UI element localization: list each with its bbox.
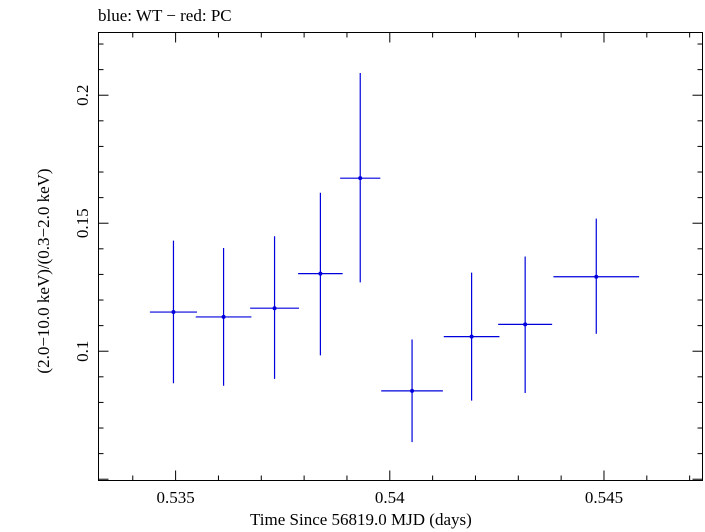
y-tick-label: 0.15	[73, 208, 92, 238]
x-tick-label: 0.545	[585, 488, 623, 507]
data-marker	[594, 274, 599, 279]
data-marker	[221, 314, 226, 319]
data-point	[553, 218, 640, 334]
chart-title: blue: WT − red: PC	[98, 6, 232, 25]
data-marker	[410, 388, 415, 393]
data-marker	[469, 334, 474, 339]
data-marker	[318, 271, 323, 276]
data-point	[498, 256, 553, 393]
data-point	[149, 240, 198, 384]
data-marker	[272, 306, 277, 311]
x-tick-label: 0.535	[156, 488, 194, 507]
axis-ticks	[98, 32, 703, 481]
data-point	[195, 248, 252, 386]
y-tick-label: 0.2	[73, 85, 92, 106]
data-point	[340, 72, 381, 283]
data-marker	[171, 310, 176, 315]
x-tick-label: 0.54	[375, 488, 405, 507]
y-tick-label: 0.1	[73, 341, 92, 362]
data-point	[381, 339, 443, 443]
data-point	[298, 192, 343, 356]
plot-frame	[98, 32, 703, 481]
data-point	[443, 272, 500, 401]
data-point	[250, 236, 299, 379]
data-marks	[149, 72, 640, 443]
data-marker	[523, 322, 528, 327]
y-axis-label: (2.0−10.0 keV)/(0.3−2.0 keV)	[34, 168, 53, 374]
x-axis-label: Time Since 56819.0 MJD (days)	[250, 510, 472, 529]
axis-tick-labels: 0.535 0.54 0.545 0.1 0.15 0.2	[73, 85, 623, 507]
data-marker	[358, 176, 363, 181]
